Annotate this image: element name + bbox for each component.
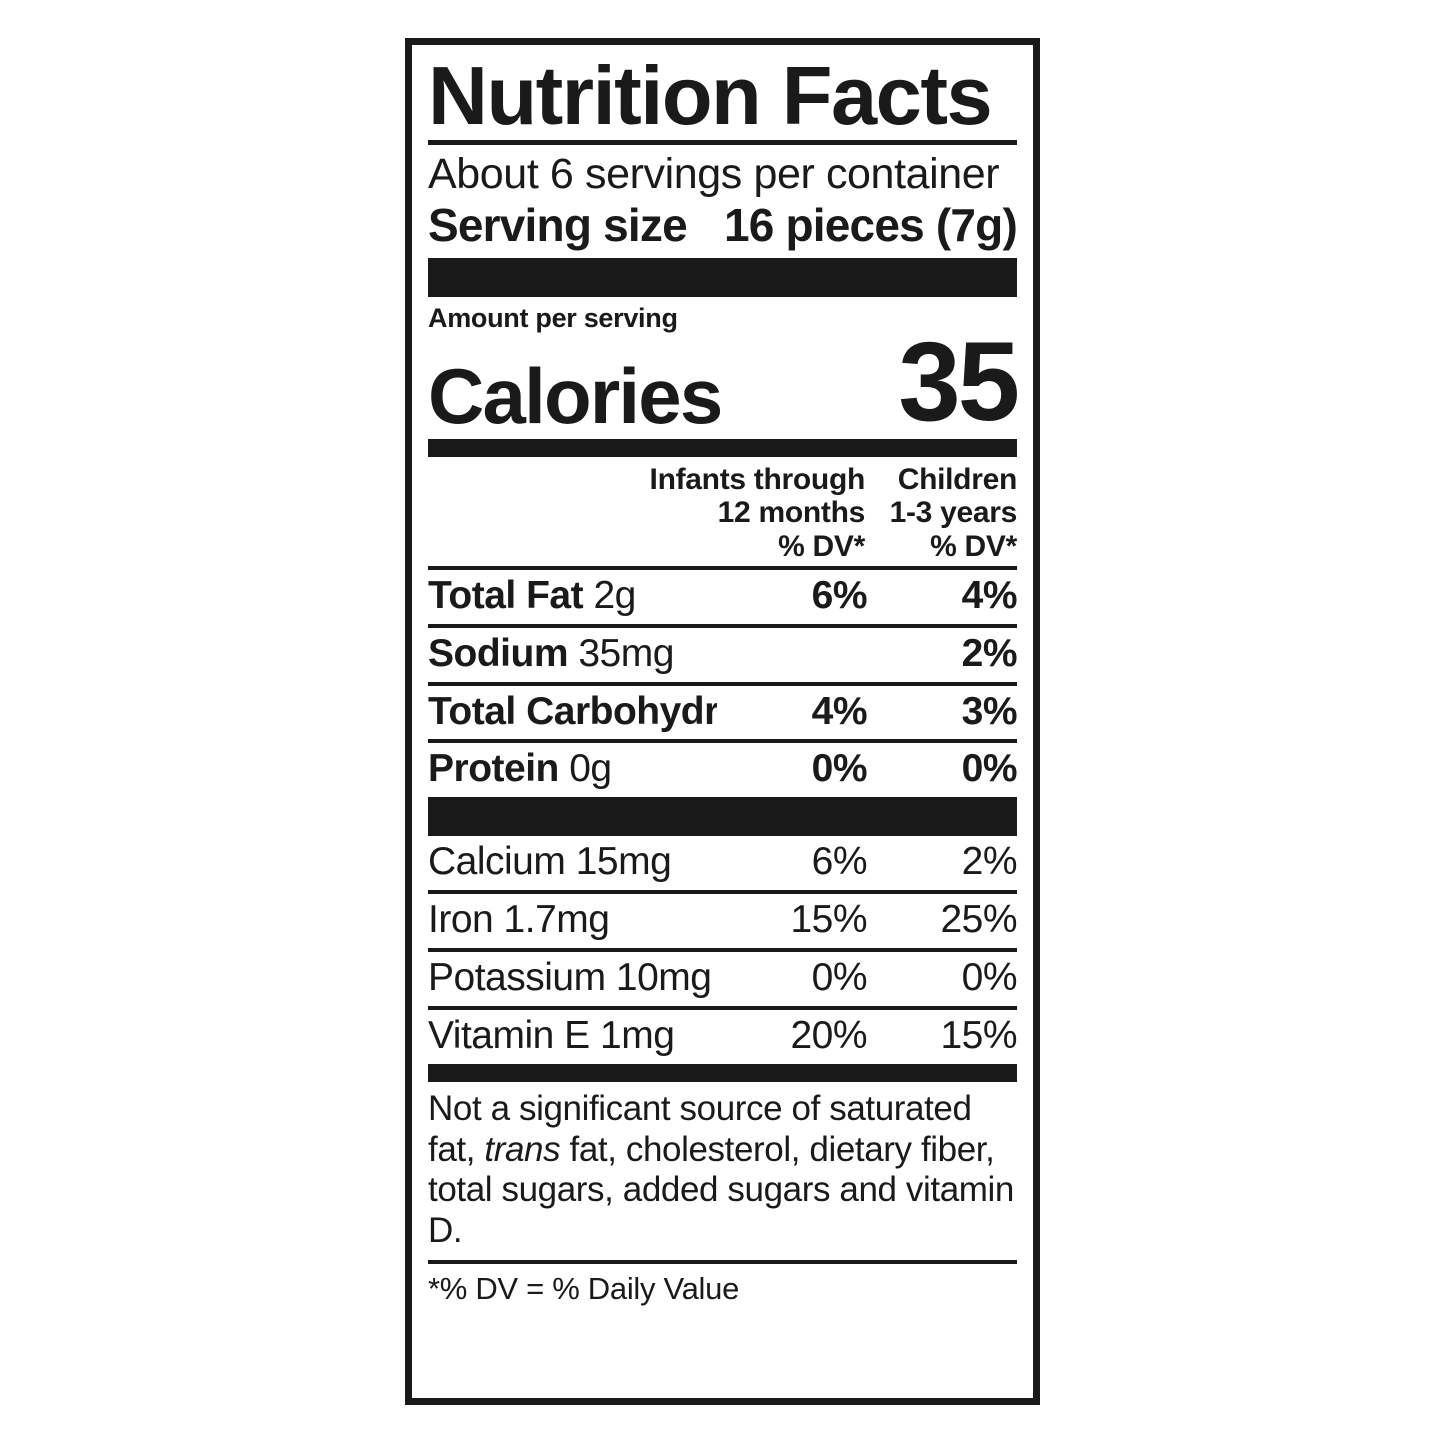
divider-before-footnote bbox=[428, 1064, 1017, 1083]
dv-header-infants-line2: 12 months bbox=[717, 496, 866, 530]
table-row: Sodium 35mg 2% bbox=[428, 628, 1018, 682]
nutrient-name: Total Carbohydrate 4g bbox=[428, 692, 717, 733]
serving-size-row: Serving size 16 pieces (7g) bbox=[428, 198, 1018, 258]
nutrient-amount: 35mg bbox=[578, 633, 674, 675]
servings-per-container: About 6 servings per container bbox=[428, 150, 1000, 199]
nutrient-name-text: Sodium bbox=[428, 633, 569, 675]
table-row: Iron 1.7mg 15% 25% bbox=[428, 894, 1018, 948]
footnote-text: Not a significant source of saturated fa… bbox=[428, 1082, 1017, 1259]
nutrient-dv-children: 4% bbox=[961, 573, 1018, 617]
title-underline bbox=[428, 140, 1017, 146]
row-divider bbox=[428, 681, 1017, 686]
row-divider bbox=[428, 948, 1017, 953]
daily-value-note: *% DV = % Daily Value bbox=[428, 1270, 740, 1306]
micronutrient-dv-infants: 15% bbox=[790, 898, 867, 942]
dv-header-children-line2: 1-3 years bbox=[889, 496, 1018, 530]
nutrient-amount: 2g bbox=[593, 575, 636, 617]
dv-header-infants-line1: Infants through bbox=[649, 462, 866, 496]
nutrient-name-text: Total Carbohydrate bbox=[428, 691, 717, 733]
dv-header-children: Children 1-3 years % DV* bbox=[865, 462, 1018, 564]
table-row: Protein 0g 0% 0% bbox=[428, 743, 1018, 797]
serving-size-value: 16 pieces (7g) bbox=[723, 199, 1018, 252]
row-divider bbox=[428, 739, 1017, 744]
dv-column-headers: Infants through 12 months % DV* Children… bbox=[428, 457, 1018, 566]
nutrient-amount: 0g bbox=[569, 749, 612, 791]
footnote-post: fat, cholesterol, dietary fiber, total s… bbox=[428, 1129, 1014, 1250]
nutrient-name-text: Total Fat bbox=[428, 575, 584, 617]
divider-above-nutrients bbox=[428, 565, 1017, 570]
nutrient-name: Protein 0g bbox=[428, 749, 717, 790]
micronutrient-dv-children: 2% bbox=[961, 840, 1018, 884]
table-row: Total Carbohydrate 4g 4% 3% bbox=[428, 686, 1018, 740]
row-divider bbox=[428, 1006, 1017, 1011]
page-title: Nutrition Facts bbox=[428, 49, 993, 142]
nutrient-dv-children: 0% bbox=[961, 747, 1018, 791]
nutrient-name: Total Fat 2g bbox=[428, 576, 717, 617]
nutrient-dv-infants: 6% bbox=[811, 573, 868, 617]
micronutrient-name: Calcium 15mg bbox=[428, 842, 672, 884]
micronutrient-dv-children: 15% bbox=[940, 1014, 1017, 1058]
divider-after-calories bbox=[428, 438, 1017, 457]
table-row: Potassium 10mg 0% 0% bbox=[428, 952, 1018, 1006]
dv-header-children-line1: Children bbox=[897, 462, 1018, 496]
table-row: Vitamin E 1mg 20% 15% bbox=[428, 1010, 1018, 1064]
micronutrient-dv-children: 0% bbox=[961, 956, 1018, 1000]
micronutrient-name: Vitamin E 1mg bbox=[428, 1016, 675, 1058]
label-inner: Nutrition Facts About 6 servings per con… bbox=[428, 49, 1020, 1312]
nutrient-name-text: Protein bbox=[428, 749, 559, 791]
nutrient-dv-children: 3% bbox=[961, 689, 1018, 733]
nutrient-dv-children: 2% bbox=[961, 631, 1018, 675]
micronutrient-name: Potassium 10mg bbox=[428, 958, 712, 1000]
calories-label: Calories bbox=[428, 351, 723, 440]
micronutrient-dv-children: 25% bbox=[940, 898, 1017, 942]
divider-before-dv-note bbox=[428, 1259, 1017, 1264]
nutrient-dv-infants: 4% bbox=[811, 689, 868, 733]
dv-header-infants-line3: % DV* bbox=[778, 530, 865, 564]
nutrient-name: Sodium 35mg bbox=[428, 634, 717, 675]
table-row: Calcium 15mg 6% 2% bbox=[428, 836, 1018, 890]
divider-before-micronutrients bbox=[428, 797, 1017, 837]
row-divider bbox=[428, 890, 1017, 895]
row-divider bbox=[428, 623, 1017, 628]
calories-value: 35 bbox=[898, 319, 1020, 445]
serving-size-label: Serving size bbox=[428, 199, 688, 252]
calories-row: Calories 35 bbox=[428, 319, 1020, 445]
footnote-italic-trans: trans bbox=[484, 1129, 561, 1169]
micronutrient-name: Iron 1.7mg bbox=[428, 900, 610, 942]
footnote-pre: Not a significant source of saturated fa… bbox=[428, 1089, 972, 1169]
dv-header-infants: Infants through 12 months % DV* bbox=[607, 462, 866, 564]
nutrition-facts-label: Nutrition Facts About 6 servings per con… bbox=[405, 38, 1040, 1405]
table-row: Total Fat 2g 6% 4% bbox=[428, 570, 1018, 624]
amount-per-serving-label: Amount per serving bbox=[428, 303, 678, 334]
dv-header-children-line3: % DV* bbox=[930, 530, 1017, 564]
micronutrient-dv-infants: 6% bbox=[811, 840, 868, 884]
nutrient-dv-infants: 0% bbox=[811, 747, 868, 791]
divider-after-serving bbox=[428, 258, 1017, 298]
micronutrient-dv-infants: 20% bbox=[790, 1014, 867, 1058]
micronutrient-dv-infants: 0% bbox=[811, 956, 868, 1000]
